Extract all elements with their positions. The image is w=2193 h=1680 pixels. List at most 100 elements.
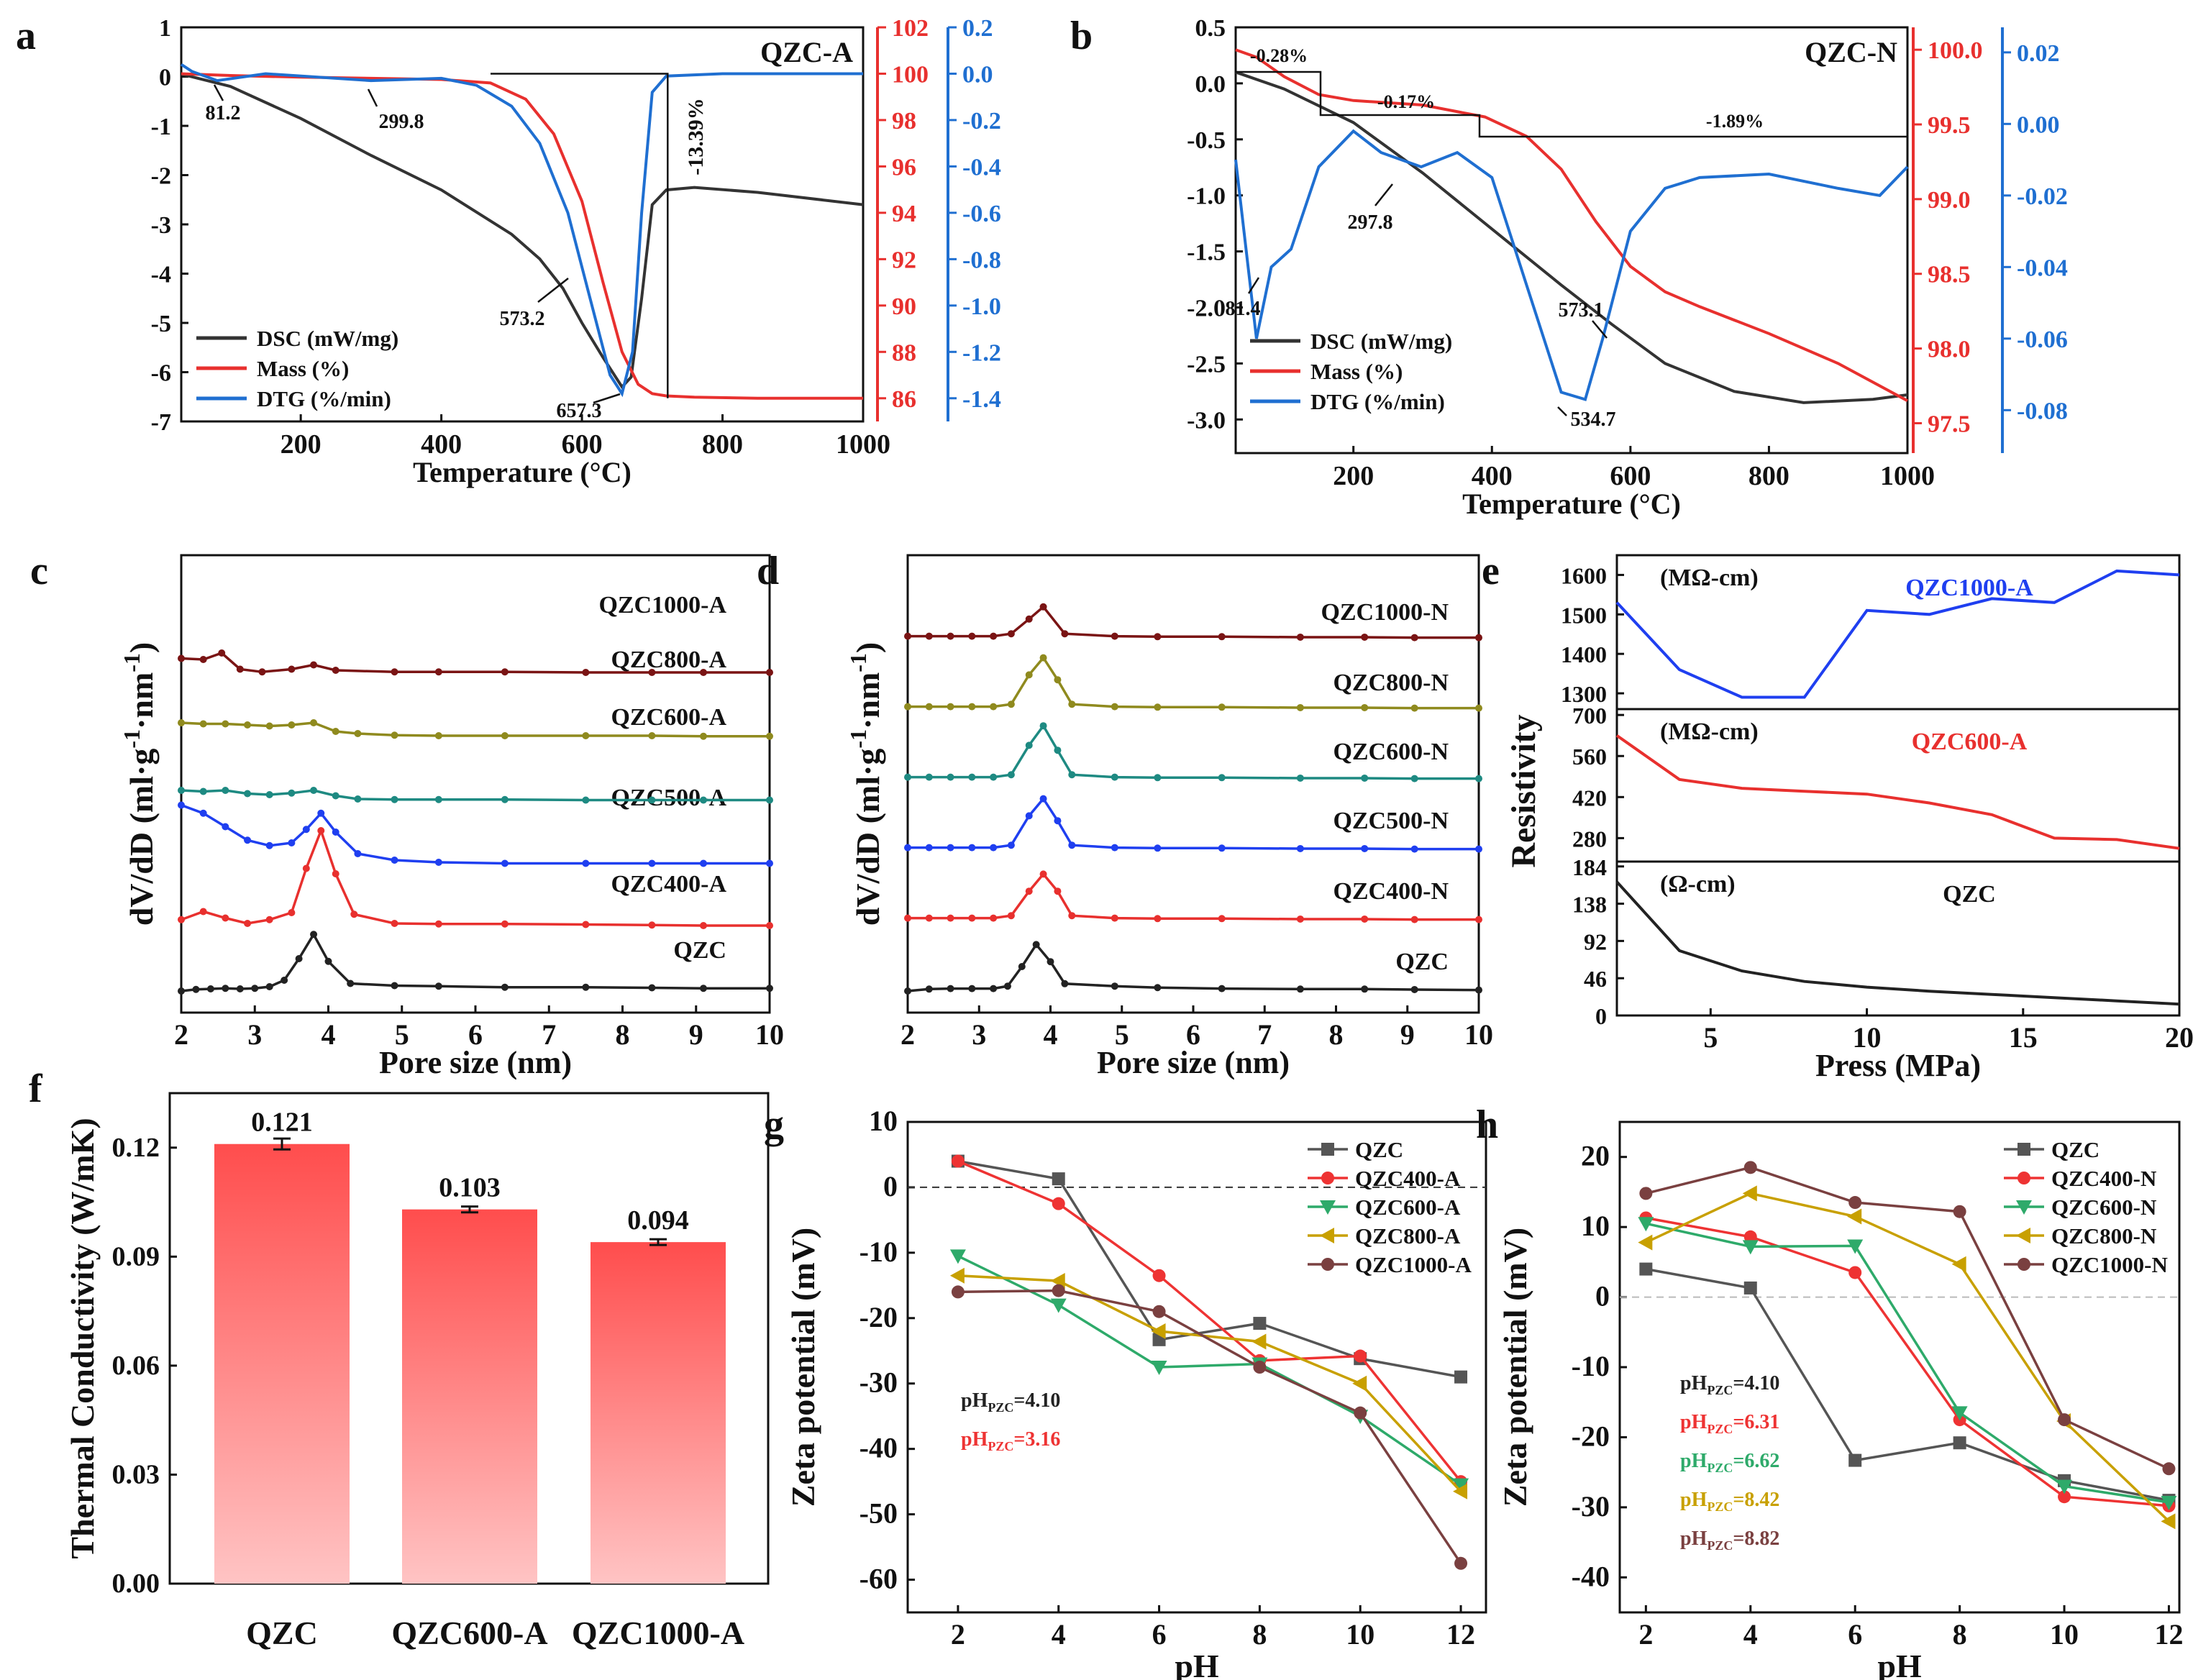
panel-label: e	[1482, 549, 1500, 593]
series-marker	[925, 914, 933, 922]
series-marker	[1218, 915, 1226, 923]
pzc-subscript: PZC	[1707, 1499, 1733, 1514]
series-label: QZC800-N	[1333, 670, 1449, 696]
series-marker	[1638, 1217, 1654, 1232]
series-marker	[1154, 915, 1162, 923]
series-marker	[2161, 1496, 2177, 1511]
series-marker	[1848, 1266, 1862, 1279]
series-marker	[2058, 1413, 2071, 1427]
y-tick-label: 0.06	[112, 1351, 160, 1381]
y-tick-label: -5	[151, 311, 171, 337]
sample-tag: QZC-N	[1805, 36, 1897, 68]
series-marker	[1296, 633, 1304, 641]
series-marker	[434, 982, 442, 990]
series-marker	[1410, 985, 1418, 993]
y-axis-title-part: -1	[845, 729, 871, 749]
series-line	[1646, 1216, 2169, 1507]
panel-label: f	[29, 1067, 43, 1111]
series-marker	[1154, 844, 1162, 852]
x-axis-title: Pore size (nm)	[379, 1045, 572, 1080]
series-marker	[1475, 634, 1482, 642]
series-marker	[317, 809, 325, 817]
series-marker	[968, 914, 976, 922]
series-marker	[265, 916, 273, 923]
bar	[591, 1242, 726, 1584]
series-marker	[1218, 633, 1226, 641]
series-marker	[1848, 1453, 1862, 1467]
panel-label: h	[1476, 1102, 1498, 1147]
series-marker	[766, 796, 773, 804]
series-line	[1645, 1166, 2170, 1470]
dtg-axis-tick-label: 0.02	[2017, 40, 2060, 67]
y-tick-label: -1.5	[1187, 239, 1226, 266]
y-tick-label: -1.0	[1187, 183, 1226, 210]
series-marker	[1361, 844, 1369, 852]
y-tick-label: 0	[1595, 1003, 1607, 1029]
series-marker	[925, 703, 933, 711]
series-marker	[766, 922, 773, 929]
mass-axis-tick-label: 102	[892, 15, 929, 42]
series-marker	[904, 773, 911, 781]
series-marker	[1052, 1284, 1065, 1297]
series-marker	[1018, 963, 1026, 970]
y-axis-title-part: -1	[119, 729, 145, 749]
series-marker	[265, 722, 273, 730]
mass-axis-tick-label: 94	[892, 201, 916, 227]
dtg-axis-tick-label: -0.2	[962, 108, 1001, 134]
dtg-axis-tick-label: -0.06	[2017, 327, 2068, 353]
pzc-value: =4.10	[1013, 1389, 1060, 1412]
series-marker	[302, 826, 310, 834]
series-marker	[1951, 1256, 1966, 1272]
series-marker	[582, 796, 590, 804]
series-marker	[1111, 982, 1118, 990]
series-marker	[1352, 1375, 1367, 1392]
series-marker	[1050, 1298, 1067, 1313]
series-marker	[766, 859, 773, 867]
series-marker	[925, 632, 933, 640]
series-marker	[2016, 1228, 2030, 1243]
x-tick-label: 10	[2050, 1618, 2079, 1651]
legend-label: Mass (%)	[1310, 359, 1403, 384]
series-label: QZC800-A	[611, 647, 726, 673]
series-line	[908, 605, 1479, 639]
series-marker	[1039, 603, 1047, 611]
x-tick-label: 12	[2154, 1618, 2183, 1651]
y-tick-label: 0.12	[112, 1133, 160, 1163]
legend-label: QZC600-N	[2051, 1195, 2156, 1220]
legend-label: QZC400-N	[2051, 1166, 2156, 1191]
series-label: QZC1000-A	[1905, 575, 2033, 601]
series-marker	[1475, 775, 1482, 782]
series-marker	[1410, 845, 1418, 853]
series-marker	[332, 828, 339, 836]
series-marker	[178, 654, 185, 662]
series-marker	[1410, 775, 1418, 782]
pzc-label: pHPZC=8.82	[1680, 1528, 1779, 1553]
series-marker	[206, 985, 214, 992]
series-marker	[766, 732, 773, 740]
y-tick-label: -3	[151, 212, 171, 239]
series-marker	[332, 667, 339, 674]
legend-label: DTG (%/min)	[257, 386, 391, 411]
series-marker	[1047, 958, 1054, 966]
x-tick-label: 400	[1472, 461, 1513, 491]
series-marker	[947, 773, 954, 781]
x-tick-label: 6	[1848, 1618, 1862, 1651]
panel-label: g	[764, 1102, 784, 1147]
series-marker	[192, 985, 200, 993]
x-axis-title: Press (MPa)	[1815, 1048, 1981, 1083]
mass-axis-tick-label: 98.5	[1928, 262, 1971, 288]
dtg-axis-tick-label: -1.0	[962, 293, 1001, 320]
series-marker	[1151, 1323, 1166, 1339]
series-marker	[2018, 1143, 2030, 1156]
series-marker	[1639, 1262, 1653, 1276]
series-marker	[1151, 1361, 1167, 1375]
x-tick-label: 5	[1115, 1018, 1129, 1051]
series-marker	[310, 931, 318, 939]
series-marker	[1061, 980, 1069, 987]
x-axis-title: Temperature (°C)	[1462, 488, 1681, 520]
mass-axis-tick-label: 98.0	[1928, 337, 1971, 363]
series-line	[181, 803, 770, 865]
y-tick-label: -7	[151, 409, 171, 436]
